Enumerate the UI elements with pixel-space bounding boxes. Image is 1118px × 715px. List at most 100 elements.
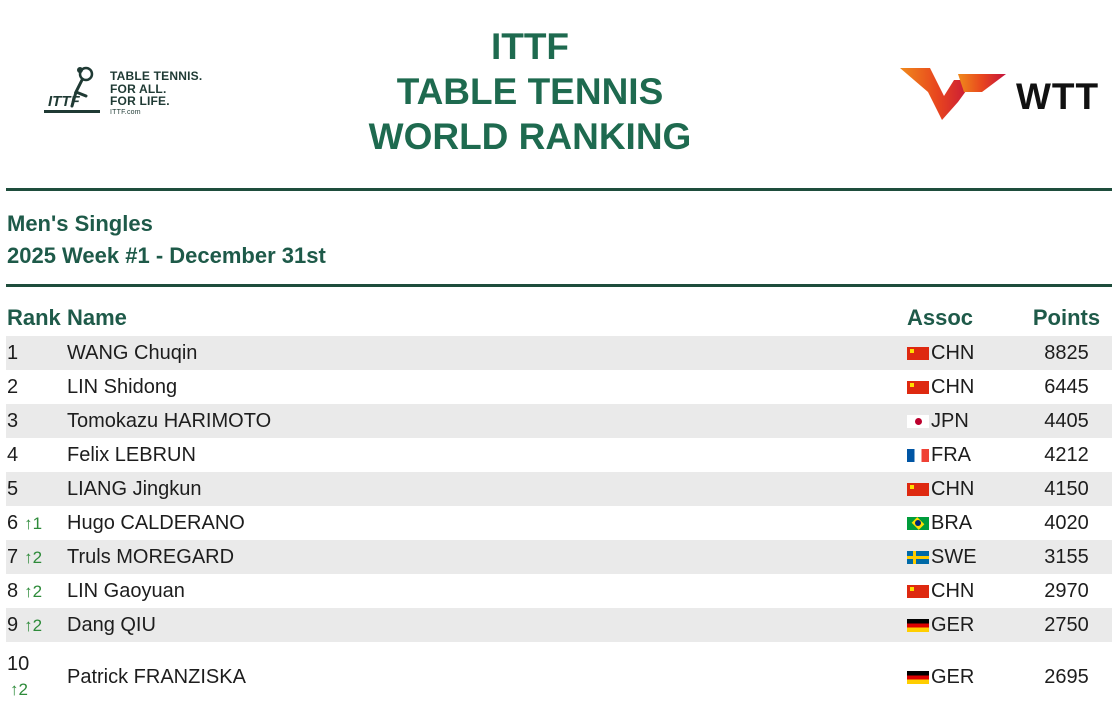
points-cell: 4212: [1044, 443, 1089, 466]
rank-change: ↑1: [24, 513, 43, 533]
assoc-cell: GER: [907, 642, 1021, 712]
points-cell: 3155: [1021, 540, 1112, 574]
table-row: 10 ↑2 Patrick FRANZISKA GER 2695: [6, 642, 1112, 712]
fra-flag-icon: [907, 448, 929, 462]
assoc-cell: FRA: [907, 438, 1021, 472]
points-cell: 2970: [1044, 579, 1089, 602]
rank-change: ↑2: [24, 581, 43, 601]
header-divider: [6, 188, 1112, 191]
assoc-cell: JPN: [907, 404, 1021, 438]
rank-cell: 7 ↑2: [6, 540, 67, 574]
wtt-wordmark: WTT: [1016, 76, 1100, 117]
rank-cell: 4: [6, 438, 67, 472]
table-header-row: Rank Name Assoc Points: [6, 300, 1112, 336]
rank-change: ↑2: [24, 547, 43, 567]
rank-cell: 9 ↑2: [6, 608, 67, 642]
assoc-code: CHN: [931, 579, 975, 602]
points-cell: 2695: [1044, 665, 1089, 688]
rank-cell: 6 ↑1: [6, 506, 67, 540]
category-title: Men's Singles: [7, 211, 153, 236]
player-name: WANG Chuqin: [67, 336, 907, 370]
chn-flag-icon: [907, 584, 929, 598]
player-name: Tomokazu HARIMOTO: [67, 404, 907, 438]
table-row: 9 ↑2 Dang QIU GER 2750: [6, 608, 1112, 642]
name-header: Name: [67, 305, 127, 330]
rank-cell: 3: [6, 404, 67, 438]
table-row: 5 LIANG Jingkun CHN 4150: [6, 472, 1112, 506]
points-header: Points: [1032, 305, 1101, 330]
rank-change: ↑2: [10, 680, 28, 699]
logo-line-2: FOR ALL.: [110, 81, 167, 96]
ger-flag-icon: [907, 670, 929, 684]
assoc-code: JPN: [931, 409, 969, 432]
player-name: Felix LEBRUN: [67, 443, 196, 466]
title-line-3: WORLD RANKING: [368, 116, 692, 157]
rank-number: 9: [7, 613, 19, 636]
player-name: LIN Shidong: [67, 375, 178, 398]
points-cell: 2750: [1021, 608, 1112, 642]
jpn-flag-icon: [907, 414, 929, 428]
ittf-logo: ITTF TABLE TENNIS. FOR ALL. FOR LIFE. IT…: [42, 62, 242, 122]
swe-flag-icon: [907, 550, 929, 564]
assoc-code: CHN: [931, 341, 975, 364]
rank-cell: 8 ↑2: [6, 574, 67, 608]
points-cell: 4020: [1044, 511, 1089, 534]
table-row: 8 ↑2 LIN Gaoyuan CHN 2970: [6, 574, 1112, 608]
rank-cell: 10 ↑2: [6, 642, 67, 712]
player-name: LIN Gaoyuan: [67, 579, 185, 602]
assoc-code: GER: [931, 665, 975, 688]
assoc-code: SWE: [931, 545, 977, 568]
page-title: ITTF TABLE TENNIS WORLD RANKING: [300, 24, 760, 159]
player-name: Truls MOREGARD: [67, 540, 907, 574]
table-row: 2 LIN Shidong CHN 6445: [6, 370, 1112, 404]
bra-flag-icon: [907, 516, 929, 530]
rank-header: Rank: [7, 305, 61, 330]
rank-number: 6: [7, 511, 19, 534]
points-cell: 8825: [1021, 336, 1112, 370]
ranking-subtitle: Men's Singles 2025 Week #1 - December 31…: [7, 208, 326, 272]
wtt-logo: WTT: [898, 62, 1118, 126]
ittf-mark-text: ITTF: [48, 93, 80, 110]
assoc-cell: CHN: [907, 370, 1021, 404]
rank-number: 4: [7, 443, 19, 466]
points-cell: 4150: [1021, 472, 1112, 506]
table-tennis-player-icon: ITTF: [44, 66, 100, 113]
player-name: Dang QIU: [67, 608, 907, 642]
assoc-code: CHN: [931, 375, 975, 398]
points-cell: 4405: [1021, 404, 1112, 438]
player-name: Hugo CALDERANO: [67, 511, 245, 534]
assoc-cell: CHN: [907, 574, 1021, 608]
player-name: Patrick FRANZISKA: [67, 665, 246, 688]
assoc-code: BRA: [931, 511, 973, 534]
rank-change: ↑2: [24, 615, 43, 635]
rank-number: 8: [7, 579, 19, 602]
rank-number: 2: [7, 375, 19, 398]
assoc-cell: GER: [907, 608, 1021, 642]
title-line-2: TABLE TENNIS: [396, 71, 664, 112]
header: ITTF TABLE TENNIS. FOR ALL. FOR LIFE. IT…: [0, 0, 1118, 190]
chn-flag-icon: [907, 380, 929, 394]
assoc-code: FRA: [931, 443, 971, 466]
logo-line-1: TABLE TENNIS.: [110, 69, 203, 83]
assoc-cell: CHN: [907, 336, 1021, 370]
rank-number: 3: [7, 409, 19, 432]
table-row: 3 Tomokazu HARIMOTO JPN 4405: [6, 404, 1112, 438]
wtt-wing-icon: [900, 68, 1006, 120]
assoc-cell: SWE: [907, 540, 1021, 574]
rank-cell: 2: [6, 370, 67, 404]
points-cell: 6445: [1044, 375, 1089, 398]
assoc-cell: BRA: [907, 506, 1021, 540]
rank-number: 10: [7, 653, 30, 675]
logo-url: ITTF.com: [110, 108, 141, 116]
logo-tagline: TABLE TENNIS. FOR ALL. FOR LIFE. ITTF.co…: [110, 70, 202, 117]
rank-number: 1: [7, 341, 19, 364]
ger-flag-icon: [907, 618, 929, 632]
title-line-1: ITTF: [490, 26, 570, 67]
chn-flag-icon: [907, 482, 929, 496]
subtitle-divider: [6, 284, 1112, 287]
logo-line-3: FOR LIFE.: [110, 94, 170, 108]
table-row: 7 ↑2 Truls MOREGARD SWE 3155: [6, 540, 1112, 574]
week-title: 2025 Week #1 - December 31st: [7, 243, 326, 268]
table-row: 1 WANG Chuqin CHN 8825: [6, 336, 1112, 370]
assoc-cell: CHN: [907, 472, 1021, 506]
